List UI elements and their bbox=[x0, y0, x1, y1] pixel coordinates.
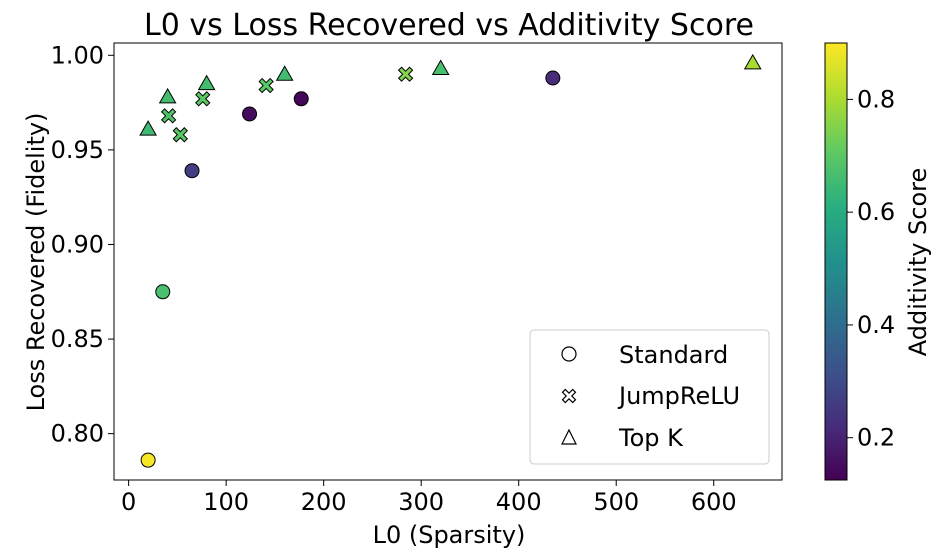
point-standard bbox=[140, 452, 156, 468]
colorbar-label: Additivity Score bbox=[904, 168, 932, 357]
chart-title: L0 vs Loss Recovered vs Additivity Score bbox=[144, 8, 754, 43]
legend-triangle-marker bbox=[561, 428, 577, 445]
legend-box bbox=[529, 329, 770, 465]
point-topk bbox=[158, 87, 177, 104]
x-tick-label: 200 bbox=[301, 488, 347, 516]
point-jumprelu bbox=[160, 108, 177, 124]
y-axis-label: Loss Recovered (Fidelity) bbox=[22, 113, 50, 412]
y-tick-label: 0.95 bbox=[51, 136, 104, 164]
point-topk bbox=[139, 120, 157, 136]
point-standard bbox=[293, 91, 309, 107]
colorbar-tick-label: 0.2 bbox=[857, 424, 895, 452]
plot-area bbox=[139, 53, 762, 468]
x-tick-label: 600 bbox=[691, 488, 737, 516]
point-jumprelu bbox=[172, 127, 189, 143]
legend-label-jumprelu: JumpReLU bbox=[617, 382, 740, 410]
x-tick-label: 400 bbox=[496, 488, 542, 516]
legend: Standard JumpReLU Top K bbox=[529, 329, 770, 465]
point-topk bbox=[431, 59, 450, 76]
point-topk bbox=[743, 53, 762, 70]
point-jumprelu bbox=[397, 66, 414, 82]
y-axis: 0.80 0.85 0.90 0.95 1.00 bbox=[51, 41, 114, 448]
y-tick-label: 1.00 bbox=[51, 41, 104, 69]
point-standard bbox=[155, 284, 171, 300]
x-tick-label: 0 bbox=[121, 488, 136, 516]
x-tick-label: 100 bbox=[203, 488, 249, 516]
colorbar-tick-label: 0.4 bbox=[857, 311, 895, 339]
x-axis: 0 100 200 300 400 500 600 bbox=[121, 480, 737, 516]
point-topk bbox=[197, 74, 216, 91]
point-topk bbox=[275, 65, 294, 81]
point-standard bbox=[184, 163, 200, 179]
colorbar-gradient bbox=[824, 42, 848, 481]
legend-label-standard: Standard bbox=[619, 341, 728, 369]
legend-x-marker bbox=[561, 388, 577, 404]
x-tick-label: 300 bbox=[398, 488, 444, 516]
colorbar-ticks: 0.2 0.4 0.6 0.8 bbox=[847, 85, 895, 452]
point-jumprelu bbox=[258, 77, 274, 94]
point-jumprelu bbox=[195, 91, 211, 107]
legend-circle-marker bbox=[561, 346, 577, 362]
y-tick-label: 0.90 bbox=[51, 230, 104, 258]
plot-frame bbox=[113, 42, 783, 481]
x-axis-label: L0 (Sparsity) bbox=[373, 521, 526, 549]
y-tick-label: 0.85 bbox=[51, 325, 104, 353]
y-tick-label: 0.80 bbox=[51, 420, 104, 448]
legend-label-topk: Top K bbox=[618, 424, 684, 452]
colorbar: 0.2 0.4 0.6 0.8 Additivity Score bbox=[824, 42, 932, 481]
x-tick-label: 500 bbox=[593, 488, 639, 516]
colorbar-tick-label: 0.6 bbox=[857, 198, 895, 226]
point-standard bbox=[242, 106, 258, 122]
colorbar-tick-label: 0.8 bbox=[857, 85, 895, 113]
point-standard bbox=[545, 70, 561, 86]
